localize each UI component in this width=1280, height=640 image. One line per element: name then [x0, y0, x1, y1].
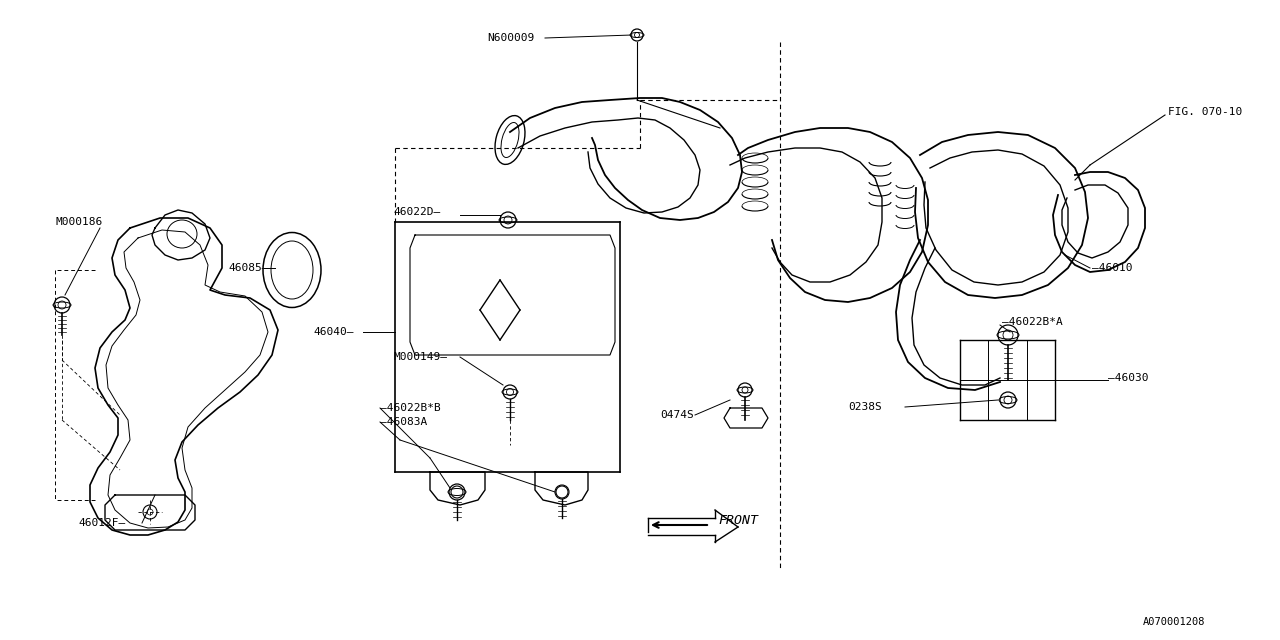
- Text: FRONT: FRONT: [718, 513, 758, 527]
- Text: FIG. 070-10: FIG. 070-10: [1169, 107, 1243, 117]
- Text: N600009: N600009: [486, 33, 534, 43]
- Text: —46022B*A: —46022B*A: [1002, 317, 1062, 327]
- Text: M000186: M000186: [55, 217, 102, 227]
- Text: M000149—: M000149—: [393, 352, 447, 362]
- Text: —46083A: —46083A: [380, 417, 428, 427]
- Text: —46030: —46030: [1108, 373, 1148, 383]
- Text: 0474S: 0474S: [660, 410, 694, 420]
- Text: 46085—: 46085—: [228, 263, 269, 273]
- Text: 46022D—: 46022D—: [393, 207, 440, 217]
- Text: 46040—: 46040—: [314, 327, 353, 337]
- Text: A070001208: A070001208: [1143, 617, 1204, 627]
- Text: 0238S: 0238S: [849, 402, 882, 412]
- Text: —46010: —46010: [1092, 263, 1133, 273]
- Text: —46022B*B: —46022B*B: [380, 403, 440, 413]
- Text: 46012F—: 46012F—: [78, 518, 125, 528]
